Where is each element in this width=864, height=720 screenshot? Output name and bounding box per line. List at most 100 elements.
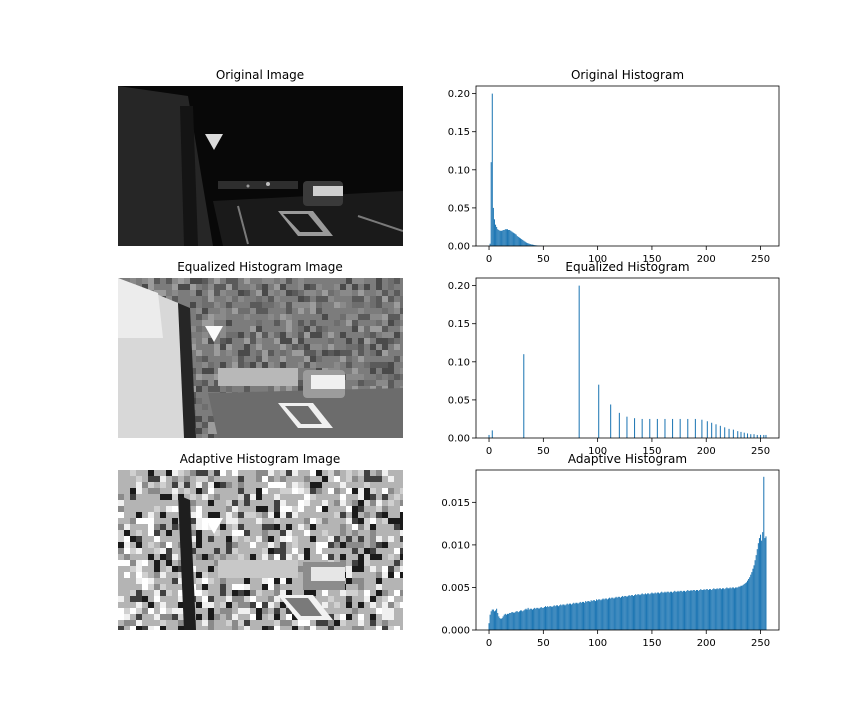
y-tick-label: 0.00 xyxy=(448,242,470,253)
histogram-bar xyxy=(591,601,593,630)
histogram-bar xyxy=(637,594,639,630)
histogram-bar xyxy=(741,585,743,630)
histogram-bar xyxy=(500,230,502,246)
histogram-bar xyxy=(521,239,523,246)
histogram-bar xyxy=(682,590,684,630)
histogram-bar xyxy=(583,601,585,630)
x-tick-label: 0 xyxy=(486,254,492,265)
histogram-bar xyxy=(511,231,513,246)
histogram-bar xyxy=(589,601,591,630)
histogram-bar xyxy=(669,591,671,630)
histogram-bar xyxy=(502,616,504,630)
histogram-title: Original Histogram xyxy=(571,68,684,82)
histogram-bar xyxy=(547,606,549,630)
histogram-bar xyxy=(559,605,561,630)
histogram-bar xyxy=(718,588,720,630)
histogram-bar xyxy=(657,592,659,630)
histogram-bar xyxy=(576,602,578,630)
histogram-bar xyxy=(689,590,691,630)
adaptive-image xyxy=(118,470,403,630)
histogram-bar xyxy=(653,593,655,630)
histogram-bar xyxy=(530,244,532,246)
x-tick-label: 0 xyxy=(486,446,492,457)
histogram-bar xyxy=(742,584,744,630)
histogram-bar xyxy=(592,600,594,630)
histogram-bar xyxy=(527,607,529,630)
histogram-bar xyxy=(554,606,556,630)
histogram-bar xyxy=(550,606,552,630)
histogram-bar xyxy=(533,608,535,630)
histogram-bar xyxy=(635,594,637,630)
histogram-bar xyxy=(553,605,555,630)
histogram-bar xyxy=(763,476,765,630)
x-tick-label: 200 xyxy=(697,254,716,265)
histogram-bar xyxy=(533,244,535,246)
y-tick-label: 0.000 xyxy=(441,626,470,637)
histogram-bar xyxy=(715,589,717,630)
histogram-bar xyxy=(714,589,716,630)
histogram-bars xyxy=(488,476,767,630)
histogram-bar xyxy=(676,591,678,630)
histogram-bar xyxy=(700,589,702,630)
histogram-bar xyxy=(756,549,758,630)
histogram-bar xyxy=(702,590,704,630)
histogram-bar xyxy=(760,434,762,438)
x-tick-label: 150 xyxy=(642,446,661,457)
histogram-bar xyxy=(578,285,580,438)
histogram-bar xyxy=(730,588,732,630)
histogram-bar xyxy=(619,597,621,630)
histogram-bar xyxy=(596,599,598,630)
histogram-bar xyxy=(692,590,694,630)
histogram-bar xyxy=(566,603,568,630)
histogram-bar xyxy=(493,611,495,630)
histogram-bar xyxy=(524,241,526,246)
histogram-bar xyxy=(754,560,756,630)
histogram-bar xyxy=(512,232,514,246)
histogram-bar xyxy=(531,244,533,246)
histogram-bar xyxy=(600,600,602,630)
histogram-bar xyxy=(523,610,525,630)
histogram-bar xyxy=(597,600,599,630)
histogram-bar xyxy=(726,587,728,630)
histogram-bar xyxy=(499,618,501,630)
histogram-bar xyxy=(651,592,653,630)
histogram-bar xyxy=(548,607,550,630)
x-tick-label: 0 xyxy=(486,638,492,649)
histogram-bar xyxy=(590,600,592,630)
histogram-bar xyxy=(645,594,648,630)
histogram-bar xyxy=(505,614,507,630)
histogram-bar xyxy=(711,422,713,438)
image-title-original: Original Image xyxy=(215,68,305,82)
histogram-bar xyxy=(723,588,725,630)
histogram-bar xyxy=(539,607,541,630)
x-tick-label: 100 xyxy=(588,638,607,649)
histogram-bar xyxy=(609,597,611,630)
histogram-bar xyxy=(510,612,512,630)
histogram-bar xyxy=(574,603,576,630)
axes-frame xyxy=(475,85,780,247)
histogram-bar xyxy=(697,590,699,630)
histogram-bar xyxy=(724,427,726,438)
histogram-bar xyxy=(587,601,589,630)
histogram-bar xyxy=(732,429,734,438)
histogram-bar xyxy=(598,384,600,438)
histogram-bar xyxy=(680,590,682,630)
histogram-bar xyxy=(509,612,511,630)
histogram-bar xyxy=(762,532,764,630)
histogram-bar xyxy=(610,598,612,630)
histogram-bar xyxy=(616,597,618,630)
x-tick-label: 200 xyxy=(697,446,716,457)
histogram-bar xyxy=(738,586,740,630)
histogram-bar xyxy=(706,589,708,630)
histogram-bar xyxy=(568,603,570,630)
x-tick-label: 50 xyxy=(537,638,550,649)
histogram-bar xyxy=(564,605,566,630)
histogram-bar xyxy=(506,229,509,246)
histogram-bar xyxy=(649,418,651,438)
histogram-bar xyxy=(502,230,504,246)
histogram-bar xyxy=(694,418,696,438)
x-tick-label: 100 xyxy=(588,254,607,265)
histogram-bar xyxy=(495,224,497,246)
histogram-bar xyxy=(492,609,494,630)
histogram-bar xyxy=(493,219,495,246)
